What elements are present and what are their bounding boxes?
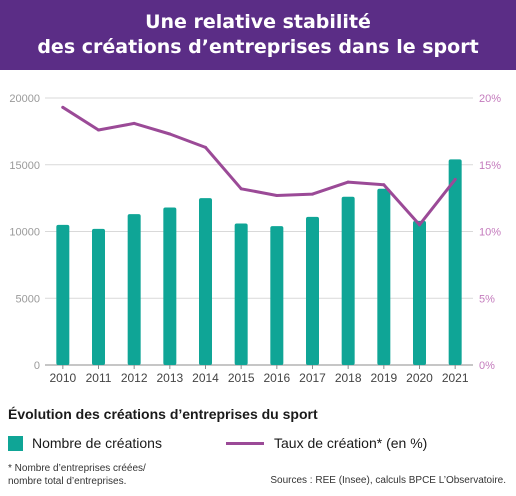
x-tick-label: 2014: [192, 371, 219, 385]
rate-point: [168, 132, 172, 136]
rate-point: [61, 105, 65, 109]
legend-line-label: Taux de création* (en %): [274, 435, 428, 451]
bar: [413, 220, 426, 365]
rate-point: [453, 177, 457, 181]
rate-point: [239, 187, 243, 191]
y-left-tick-label: 0: [34, 360, 40, 372]
rate-point: [204, 145, 207, 149]
bar: [92, 228, 105, 365]
y-right-tick-label: 5%: [479, 293, 495, 305]
bar: [306, 216, 319, 365]
bar: [341, 196, 355, 365]
y-right-tick-label: 0%: [479, 360, 495, 372]
y-left-tick-label: 15000: [9, 160, 40, 172]
rate-point: [97, 128, 100, 132]
y-left-tick-label: 20000: [9, 93, 40, 105]
bar: [199, 198, 212, 365]
chart-subtitle: Évolution des créations d’entreprises du…: [8, 406, 318, 422]
bar: [127, 214, 141, 365]
x-tick-label: 2011: [86, 371, 112, 385]
footnote: * Nombre d’entreprises créées/ nombre to…: [8, 462, 146, 488]
x-tick-label: 2018: [335, 371, 362, 385]
y-right-tick-label: 15%: [479, 160, 501, 172]
bar: [448, 159, 462, 365]
legend-bar-label: Nombre de créations: [32, 435, 162, 451]
y-right-tick-label: 10%: [479, 227, 501, 239]
bar: [234, 223, 248, 365]
y-left-tick-label: 10000: [9, 227, 40, 239]
x-tick-label: 2012: [121, 371, 148, 385]
rate-point: [132, 121, 136, 125]
x-tick-label: 2010: [49, 371, 76, 385]
footnote-line-2: nombre total d’entreprises.: [8, 476, 127, 487]
x-tick-label: 2015: [228, 371, 255, 385]
x-tick-label: 2013: [156, 371, 183, 385]
source-note: Sources : REE (Insee), calculs BPCE L’Ob…: [270, 475, 506, 486]
combo-chart: 0 0% 5000 5% 10000 10% 15000 15% 20000 20% 2010 201…: [9, 93, 501, 385]
x-tick-label: 2020: [406, 371, 433, 385]
x-tick-label: 2021: [442, 371, 469, 385]
legend: Nombre de créations Taux de création* (e…: [8, 434, 508, 454]
rate-point: [311, 192, 314, 196]
rate-line: [61, 105, 457, 227]
x-tick-label: 2017: [299, 371, 326, 385]
bar: [163, 207, 177, 365]
title-line-1: Une relative stabilité: [145, 11, 371, 33]
title-banner: Une relative stabilité des créations d’e…: [0, 0, 516, 70]
bar: [270, 226, 284, 365]
rate-point: [346, 180, 350, 184]
legend-line-swatch: [226, 442, 264, 445]
title-line-2: des créations d’entreprises dans le spor…: [37, 36, 479, 58]
rate-point: [418, 223, 421, 227]
legend-bar-swatch: [8, 436, 23, 451]
y-left-tick-label: 5000: [16, 293, 40, 305]
bar: [56, 224, 70, 365]
rate-point: [382, 183, 386, 187]
bar: [377, 188, 391, 365]
x-tick-label: 2016: [263, 371, 290, 385]
y-right-tick-label: 20%: [479, 93, 501, 105]
footnote-line-1: * Nombre d’entreprises créées/: [8, 463, 146, 474]
x-tick-label: 2019: [370, 371, 397, 385]
rate-point: [275, 193, 279, 197]
